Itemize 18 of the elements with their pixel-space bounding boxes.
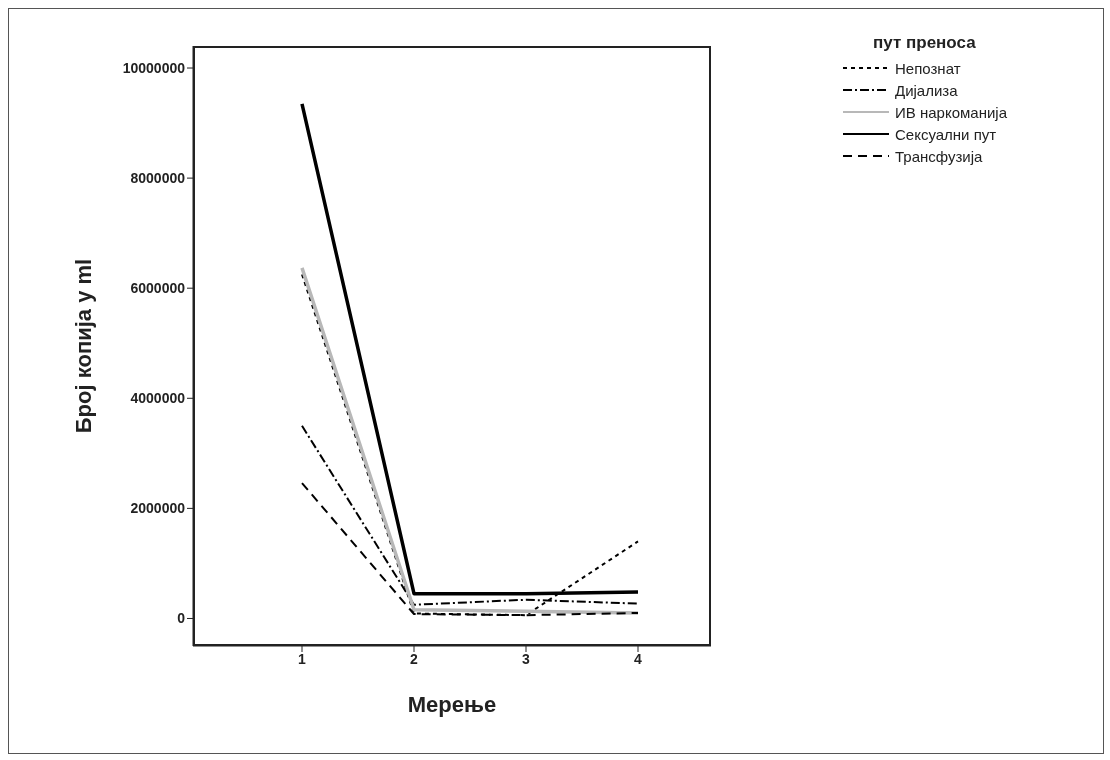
y-axis-title: Број копија у ml bbox=[70, 258, 96, 434]
legend-label: Трансфузија bbox=[895, 147, 983, 165]
x-tick-label: 1 bbox=[298, 650, 307, 667]
y-tick-label: 2000000 bbox=[130, 500, 186, 517]
legend-label: Сексуални пут bbox=[895, 125, 997, 143]
legend-label: ИВ наркоманија bbox=[895, 103, 1007, 121]
y-tick-label: 10000000 bbox=[122, 59, 186, 76]
y-tick-label: 4000000 bbox=[130, 390, 186, 407]
legend-label: Дијализа bbox=[895, 81, 958, 99]
legend-title: пут преноса bbox=[873, 33, 977, 53]
x-tick-label: 4 bbox=[634, 650, 643, 667]
y-tick-label: 8000000 bbox=[130, 170, 186, 187]
legend-label: Непознат bbox=[895, 59, 961, 77]
x-axis-title: Мерење bbox=[407, 692, 497, 717]
y-tick-label: 6000000 bbox=[130, 280, 186, 297]
x-tick-label: 3 bbox=[522, 650, 531, 667]
x-tick-label: 2 bbox=[410, 650, 419, 667]
y-tick-label: 0 bbox=[177, 610, 186, 627]
